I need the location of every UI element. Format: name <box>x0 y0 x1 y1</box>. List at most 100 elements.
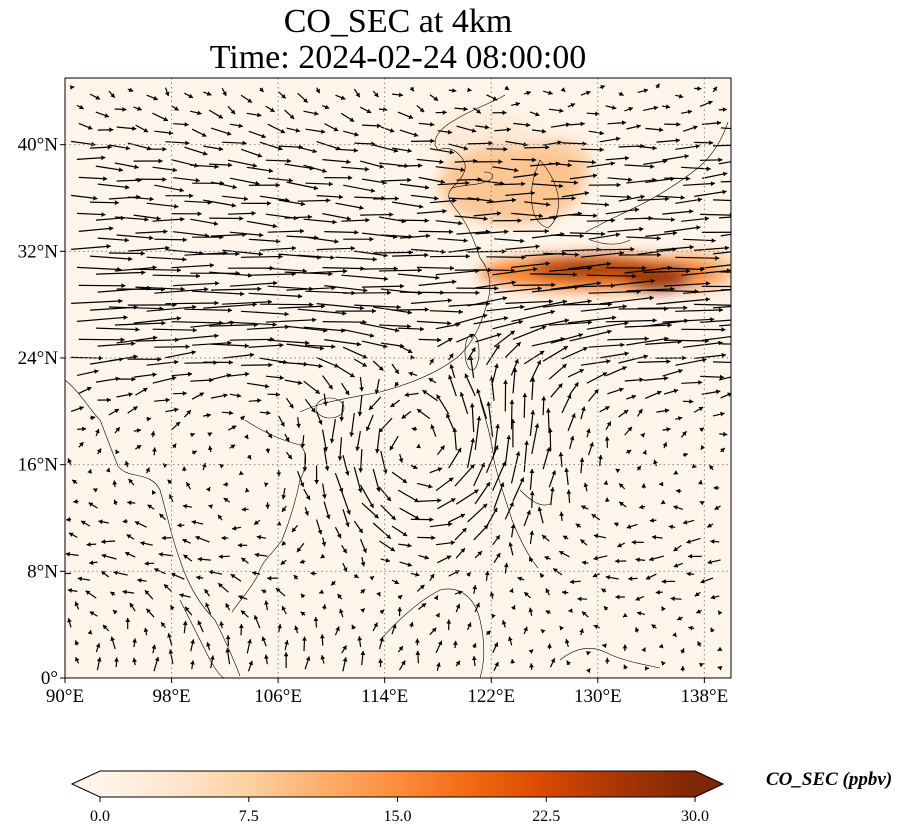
wind-arrow <box>699 500 705 506</box>
wind-arrow <box>391 623 397 635</box>
wind-arrow <box>165 300 219 306</box>
wind-arrow <box>575 523 582 529</box>
wind-arrow <box>322 483 327 499</box>
wind-arrow <box>195 535 210 543</box>
wind-arrow <box>392 92 404 98</box>
wind-arrow <box>217 582 229 593</box>
wind-arrow <box>133 372 157 378</box>
wind-arrow <box>586 428 591 438</box>
colorbar-tick-label: 30.0 <box>681 808 709 825</box>
wind-arrow <box>265 429 273 439</box>
wind-arrow <box>492 166 519 173</box>
wind-arrow <box>494 127 511 133</box>
wind-arrow <box>343 236 374 242</box>
wind-arrow <box>510 524 516 538</box>
wind-arrow <box>591 513 601 521</box>
wind-arrow <box>167 479 173 485</box>
wind-arrow <box>680 430 687 438</box>
wind-arrow <box>183 409 192 418</box>
y-tick-label: 0° <box>41 668 58 689</box>
wind-arrow <box>71 298 123 304</box>
wind-arrow <box>97 237 129 243</box>
wind-arrow <box>305 236 339 244</box>
wind-arrow <box>699 157 723 163</box>
wind-arrow <box>675 197 703 204</box>
wind-arrow <box>599 136 621 143</box>
wind-arrow <box>436 394 450 415</box>
wind-arrow <box>579 628 584 636</box>
wind-arrow <box>184 307 233 313</box>
wind-arrow <box>410 298 452 304</box>
wind-arrow <box>108 354 138 362</box>
wind-arrow <box>682 519 695 525</box>
wind-arrow <box>335 94 346 100</box>
wind-arrow <box>636 611 646 616</box>
wind-arrow <box>397 163 423 168</box>
wind-arrow <box>143 627 149 636</box>
wind-arrow <box>316 246 355 251</box>
wind-arrow <box>505 244 540 250</box>
wind-arrow <box>475 332 502 343</box>
wind-arrow <box>353 520 364 534</box>
wind-arrow <box>101 553 117 560</box>
wind-arrow <box>686 537 701 544</box>
wind-arrow <box>222 249 263 257</box>
wind-arrow <box>615 558 627 564</box>
wind-arrow <box>472 584 478 595</box>
wind-arrow <box>75 656 80 664</box>
wind-arrow <box>170 572 185 580</box>
wind-arrow <box>416 208 447 214</box>
wind-arrow <box>718 107 727 112</box>
wind-arrow <box>492 319 524 330</box>
wind-arrow <box>95 428 100 437</box>
wind-arrow <box>544 556 551 561</box>
wind-arrow <box>122 589 135 595</box>
wind-arrow <box>70 85 75 90</box>
wind-arrow <box>265 317 317 323</box>
wind-arrow <box>399 345 413 354</box>
wind-arrow <box>586 651 591 656</box>
wind-arrow <box>278 91 287 99</box>
wind-arrow <box>700 374 725 380</box>
wind-arrow <box>543 196 576 201</box>
wind-arrow <box>548 363 567 380</box>
wind-arrow <box>411 426 418 432</box>
wind-arrow <box>150 431 156 438</box>
wind-arrow <box>133 158 163 164</box>
wind-arrow <box>523 509 531 527</box>
wind-arrow <box>552 568 563 576</box>
wind-arrow <box>710 627 715 633</box>
wind-arrow <box>418 498 442 503</box>
wind-arrow <box>593 624 600 630</box>
wind-arrow <box>604 497 610 502</box>
wind-arrow <box>510 451 521 484</box>
wind-arrow <box>549 657 556 668</box>
wind-arrow <box>588 388 599 402</box>
wind-arrow <box>655 589 663 595</box>
wind-arrow <box>68 532 78 538</box>
wind-arrow <box>682 399 694 404</box>
wind-arrow <box>355 430 361 452</box>
wind-arrow <box>303 110 319 116</box>
wind-arrow <box>528 648 534 654</box>
wind-arrow <box>359 484 375 509</box>
wind-arrow <box>335 364 355 378</box>
wind-arrow <box>473 316 509 325</box>
wind-arrow <box>605 265 647 271</box>
wind-arrow <box>661 606 666 612</box>
wind-arrow <box>114 162 139 170</box>
wind-arrow <box>197 556 211 562</box>
wind-arrow <box>550 280 602 290</box>
wind-arrow <box>429 627 437 636</box>
wind-arrow <box>391 363 400 375</box>
wind-arrow <box>663 388 679 395</box>
wind-arrow <box>322 213 352 221</box>
wind-arrow <box>433 595 439 601</box>
wind-arrow <box>368 396 382 411</box>
wind-arrow <box>259 410 271 416</box>
wind-arrow <box>675 93 684 99</box>
wind-arrow <box>322 104 330 110</box>
colorbar: 0.0 7.5 15.0 22.5 30.0 <box>70 770 725 825</box>
wind-arrow <box>334 626 340 636</box>
wind-arrow <box>707 559 721 565</box>
